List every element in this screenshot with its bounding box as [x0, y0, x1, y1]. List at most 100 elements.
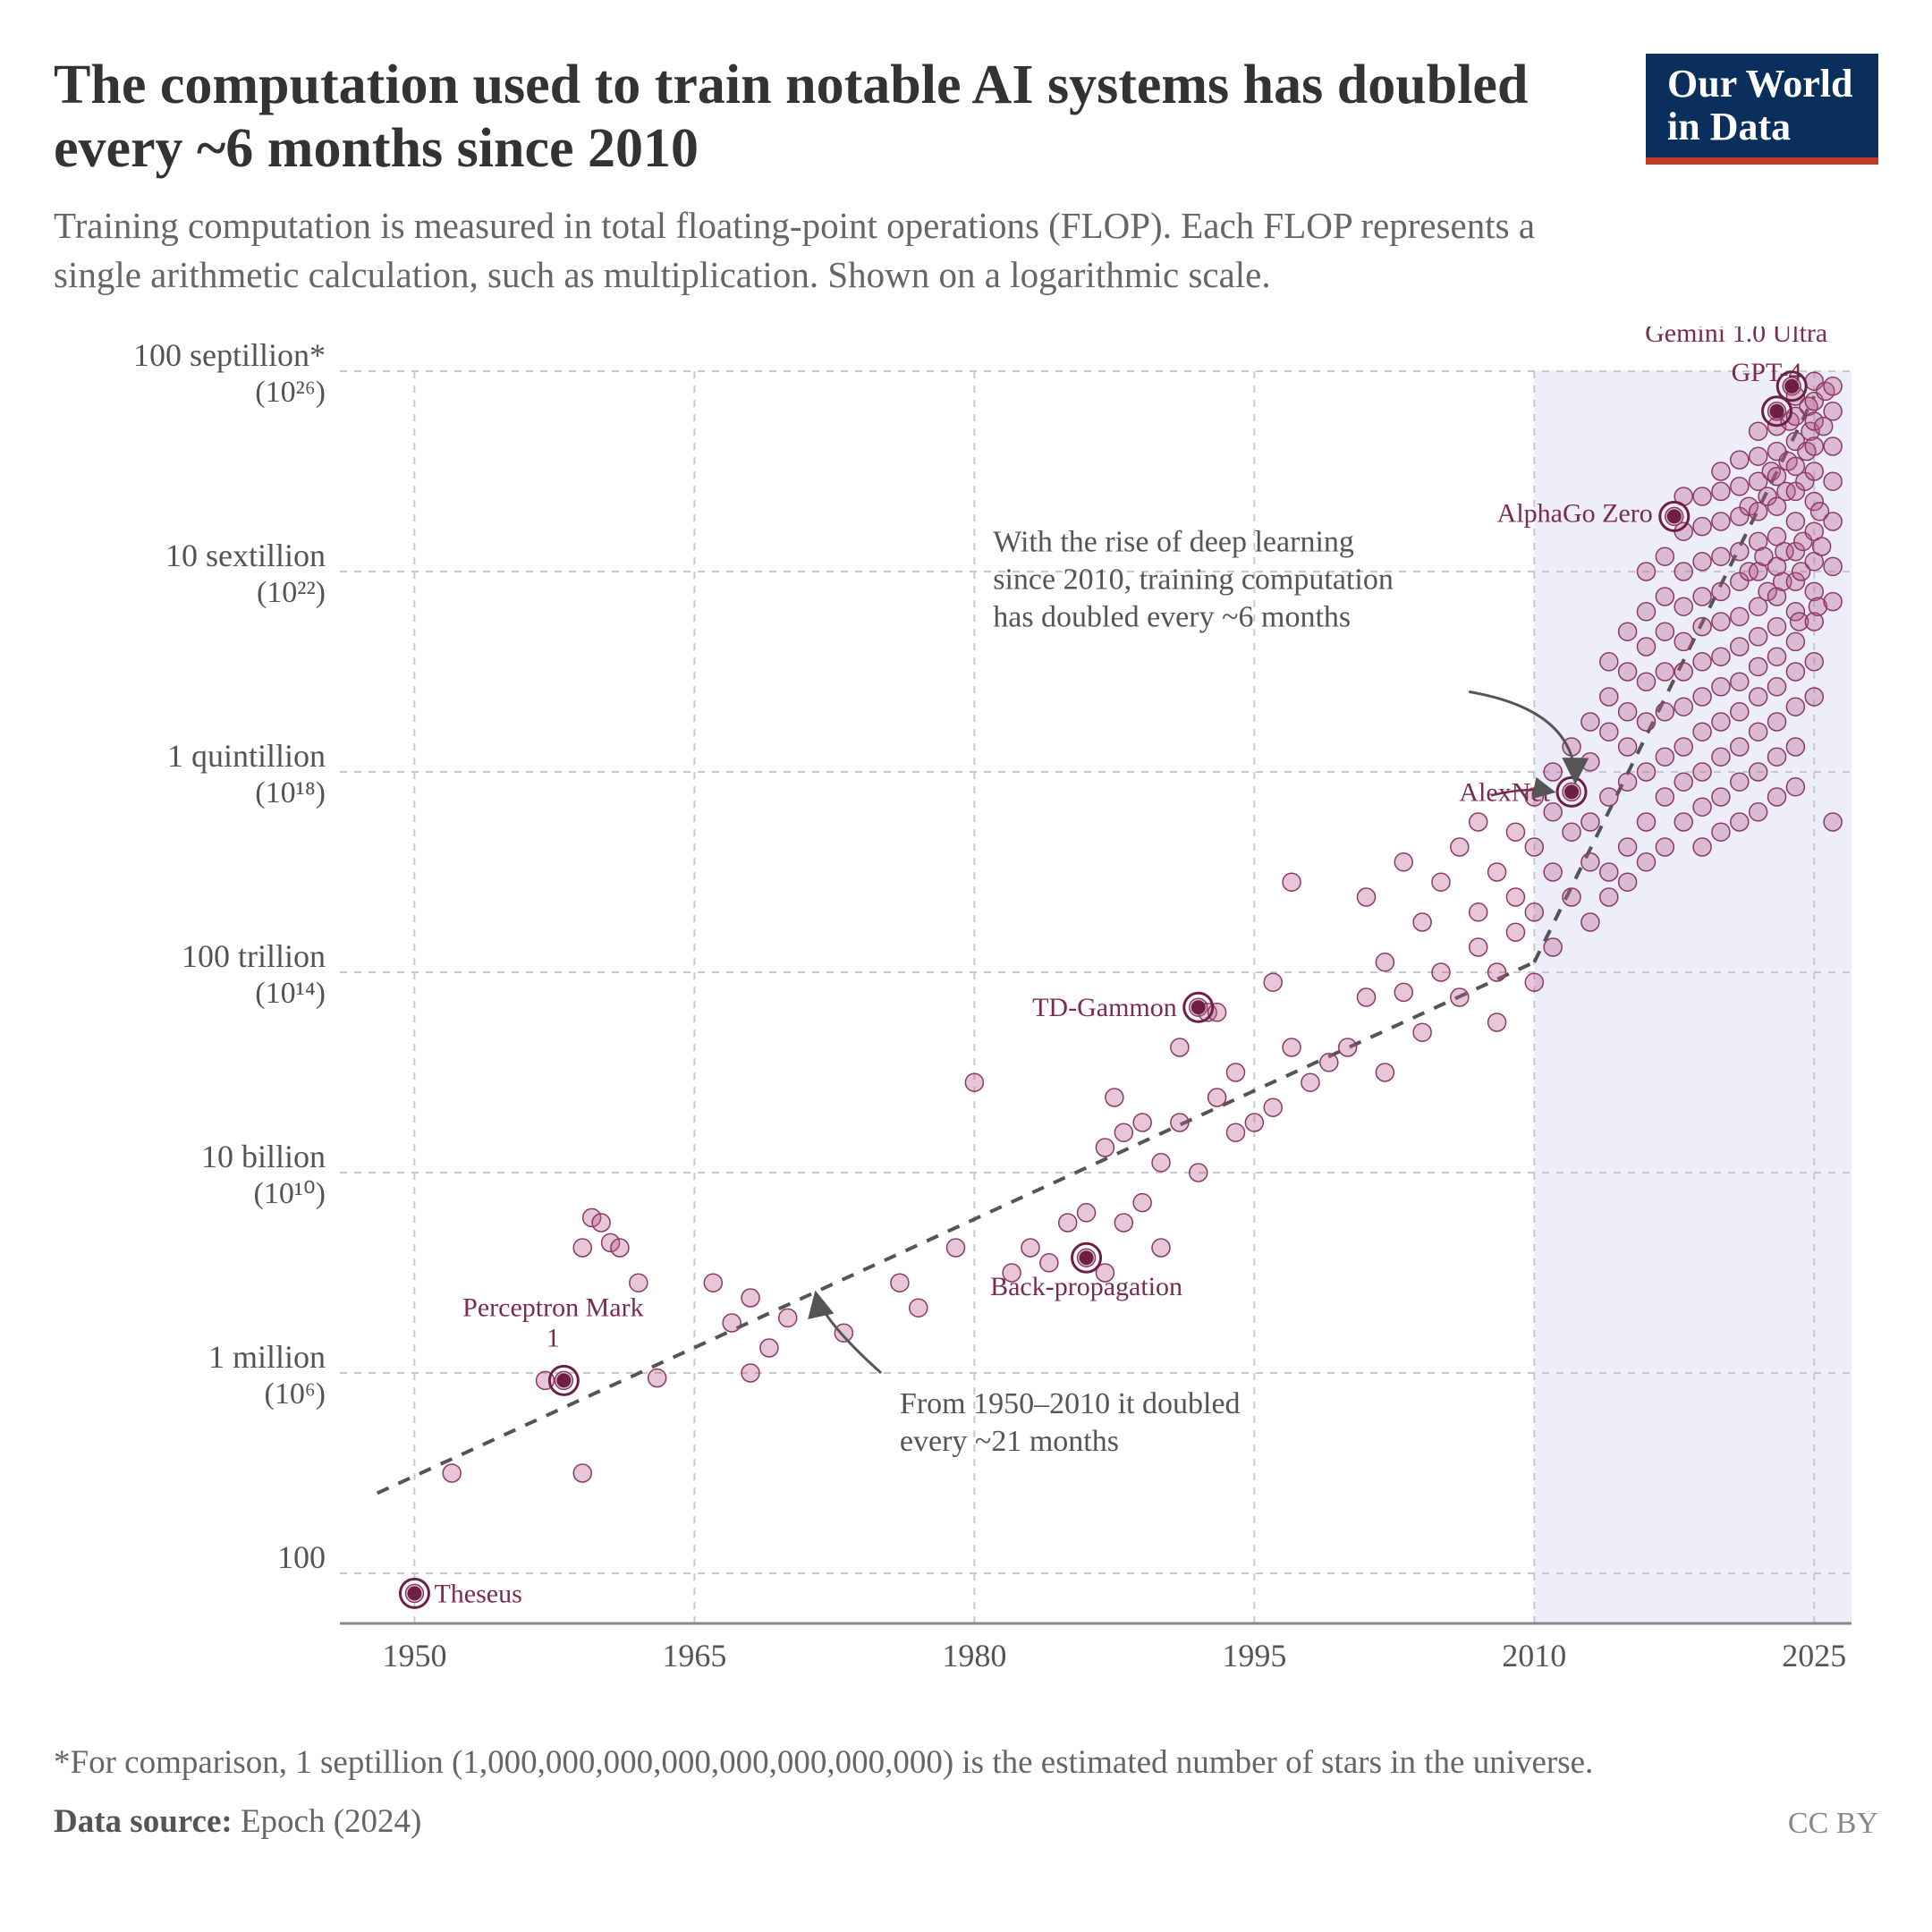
data-point	[1750, 447, 1767, 465]
data-point	[965, 1073, 983, 1091]
data-point	[1581, 713, 1599, 731]
data-point	[741, 1364, 759, 1382]
data-point	[1693, 653, 1711, 671]
data-point	[1581, 753, 1599, 771]
data-point	[1152, 1154, 1170, 1172]
owid-logo: Our World in Data	[1646, 54, 1878, 165]
chart-container: 1001 million(10⁶)10 billion(10¹⁰)100 tri…	[54, 326, 1878, 1722]
data-point	[1394, 853, 1412, 871]
data-point	[1750, 628, 1767, 646]
data-point	[1488, 863, 1506, 881]
x-tick-label: 1950	[382, 1638, 446, 1674]
data-point	[1226, 1123, 1244, 1141]
chart-title: The computation used to train notable AI…	[54, 54, 1610, 182]
data-point	[1656, 703, 1674, 721]
data-point	[1693, 723, 1711, 741]
data-point	[1786, 698, 1804, 716]
footnote: *For comparison, 1 septillion (1,000,000…	[54, 1740, 1878, 1786]
data-point	[1674, 663, 1692, 681]
data-point	[1750, 763, 1767, 781]
title-block: The computation used to train notable AI…	[54, 54, 1646, 300]
data-point	[1432, 963, 1450, 981]
data-point	[1768, 618, 1786, 636]
highlight-dot	[407, 1587, 421, 1601]
annotation-text: every ~21 months	[900, 1425, 1119, 1458]
data-point	[1451, 988, 1469, 1006]
data-point	[1394, 984, 1412, 1002]
data-point	[1731, 773, 1749, 791]
data-point	[1824, 472, 1842, 490]
highlight-dot	[556, 1374, 571, 1388]
data-point	[1693, 588, 1711, 606]
data-point	[1674, 698, 1692, 716]
data-point	[611, 1239, 629, 1257]
y-tick-label: 100 trillion	[182, 938, 326, 974]
data-point	[1637, 638, 1655, 656]
highlight-dot	[1784, 379, 1799, 394]
data-point	[1506, 923, 1524, 941]
data-point	[1712, 713, 1730, 731]
data-point	[1731, 738, 1749, 756]
point-label: AlphaGo Zero	[1497, 499, 1653, 529]
deep-learning-era-shade	[1534, 371, 1852, 1623]
data-point	[910, 1299, 928, 1317]
data-point	[1786, 738, 1804, 756]
data-point	[1805, 437, 1823, 455]
data-point	[1768, 678, 1786, 696]
y-tick-label: 1 quintillion	[167, 738, 326, 774]
data-point	[443, 1464, 461, 1482]
data-point	[1731, 608, 1749, 626]
data-point	[1656, 748, 1674, 766]
data-point	[1712, 483, 1730, 501]
data-point	[723, 1314, 741, 1332]
x-tick-label: 1965	[662, 1638, 726, 1674]
data-point	[1301, 1073, 1319, 1091]
data-point	[1674, 773, 1692, 791]
data-source: Data source: Epoch (2024)	[54, 1802, 421, 1841]
data-point	[1114, 1123, 1132, 1141]
y-tick-sublabel: (10¹⁸)	[255, 776, 326, 809]
y-tick-label: 10 sextillion	[165, 538, 326, 573]
data-point	[1320, 1054, 1338, 1072]
data-point	[1413, 913, 1431, 931]
data-point	[1712, 547, 1730, 565]
data-point	[1339, 1038, 1357, 1056]
data-point	[1805, 653, 1823, 671]
data-point	[1096, 1139, 1114, 1157]
scatter-chart: 1001 million(10⁶)10 billion(10¹⁰)100 tri…	[54, 326, 1878, 1722]
data-point	[1693, 518, 1711, 536]
data-point	[630, 1274, 648, 1292]
data-point	[1712, 678, 1730, 696]
data-point	[1525, 903, 1543, 921]
data-point	[1488, 1013, 1506, 1031]
highlight-dot	[1770, 404, 1784, 419]
highlight-dot	[1667, 510, 1682, 524]
data-point	[1152, 1239, 1170, 1257]
data-point	[573, 1239, 591, 1257]
data-point	[1600, 888, 1618, 906]
data-point	[1133, 1194, 1151, 1212]
data-point	[1674, 813, 1692, 831]
data-point	[1171, 1038, 1189, 1056]
data-point	[1581, 853, 1599, 871]
y-tick-label: 100 septillion*	[133, 337, 326, 373]
data-point	[1245, 1114, 1263, 1131]
data-point	[1750, 422, 1767, 440]
data-point	[1731, 638, 1749, 656]
data-point	[1358, 988, 1376, 1006]
data-point	[1264, 1098, 1282, 1116]
data-point	[1768, 713, 1786, 731]
data-point	[1470, 938, 1487, 956]
data-point	[1488, 963, 1506, 981]
data-point	[1106, 1089, 1123, 1106]
data-point	[1712, 648, 1730, 665]
data-point	[1813, 538, 1831, 555]
data-point	[1824, 513, 1842, 530]
data-point	[1451, 838, 1469, 856]
data-point	[1637, 603, 1655, 621]
data-point	[1805, 462, 1823, 480]
data-point	[1078, 1204, 1096, 1222]
source-value: Epoch (2024)	[241, 1803, 421, 1840]
data-point	[1712, 788, 1730, 806]
data-point	[1619, 663, 1637, 681]
